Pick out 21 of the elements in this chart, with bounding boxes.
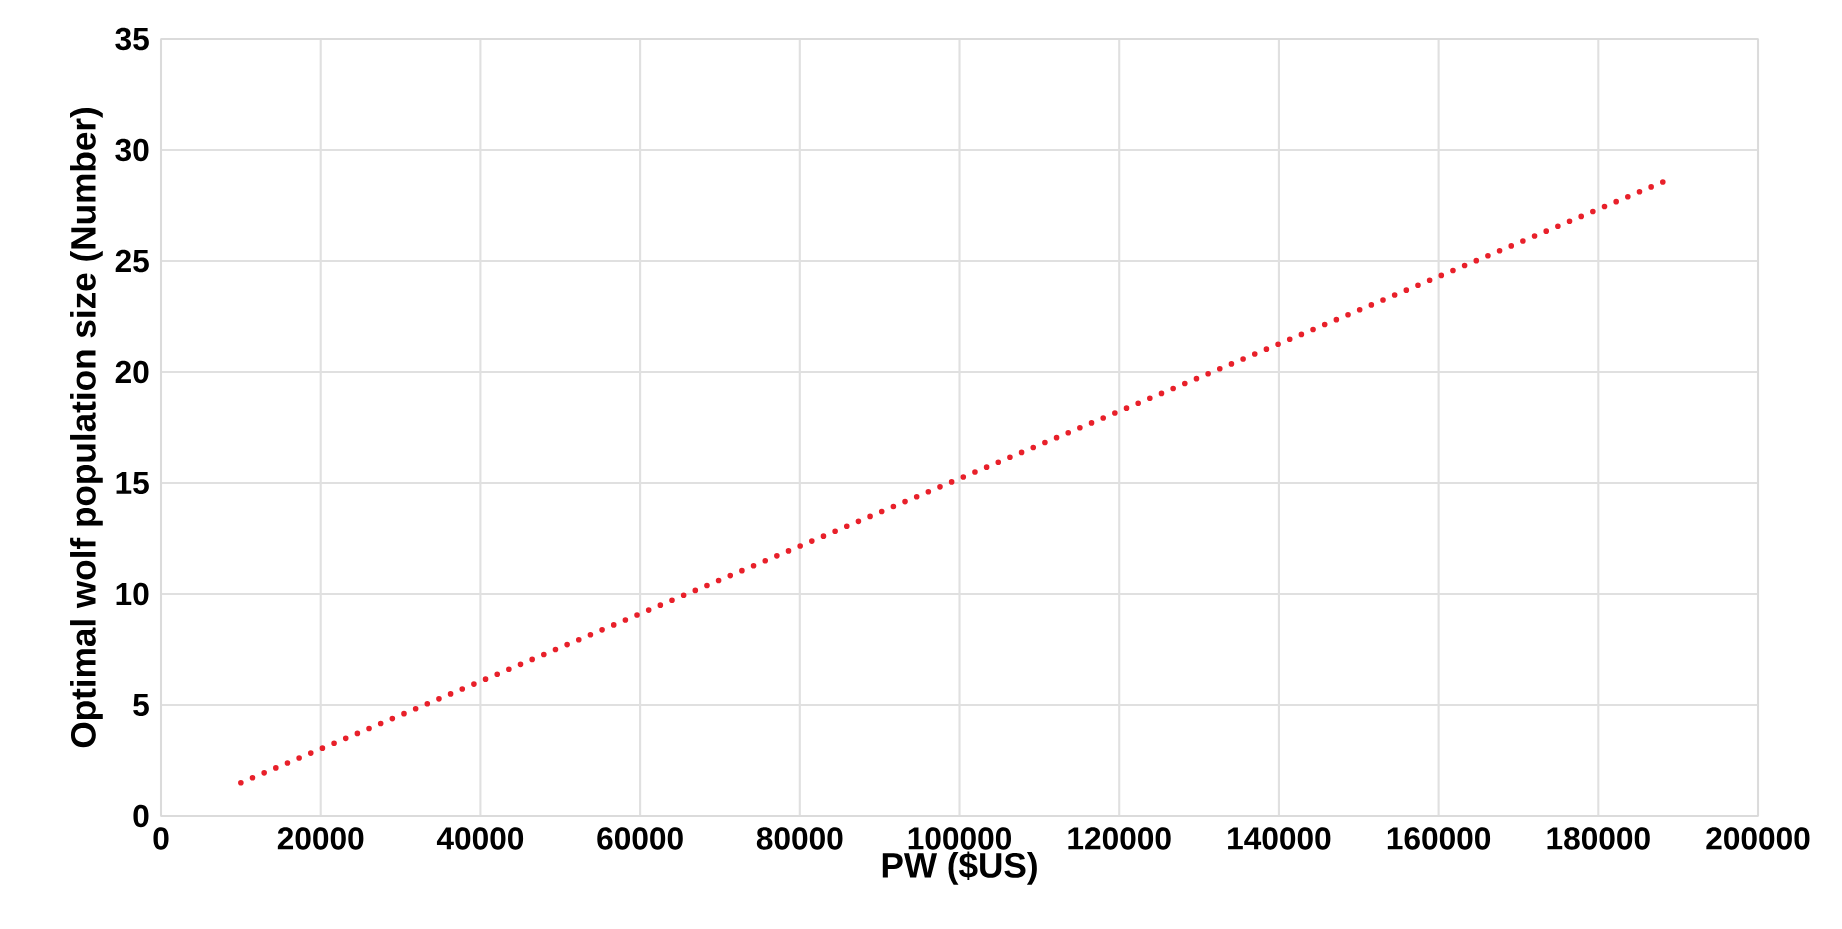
y-tick-label: 10 xyxy=(116,582,149,606)
y-tick-label: 25 xyxy=(115,249,149,273)
x-tick-label: 100000 xyxy=(908,827,1011,850)
x-tick-label: 200000 xyxy=(1706,827,1810,850)
y-tick-label: 5 xyxy=(133,693,149,717)
x-tick-label: 180000 xyxy=(1547,827,1650,850)
x-tick-label: 120000 xyxy=(1068,827,1171,850)
x-tick-label: 140000 xyxy=(1228,827,1331,850)
y-tick-label: 35 xyxy=(115,27,149,51)
x-tick-label: 60000 xyxy=(597,827,683,850)
x-axis-title: PW ($US) xyxy=(882,851,1037,885)
y-tick-label: 15 xyxy=(116,471,149,495)
y-tick-label: 0 xyxy=(133,804,149,828)
x-tick-label: 20000 xyxy=(277,827,364,850)
y-axis-title: Optimal wolf population size (Number) xyxy=(70,108,103,748)
x-tick-label: 80000 xyxy=(756,827,843,850)
x-tick-label: 0 xyxy=(153,827,169,850)
y-tick-label: 30 xyxy=(115,138,149,162)
x-tick-label: 40000 xyxy=(436,827,524,850)
x-tick-label: 160000 xyxy=(1387,827,1491,850)
y-tick-label: 20 xyxy=(115,360,149,384)
